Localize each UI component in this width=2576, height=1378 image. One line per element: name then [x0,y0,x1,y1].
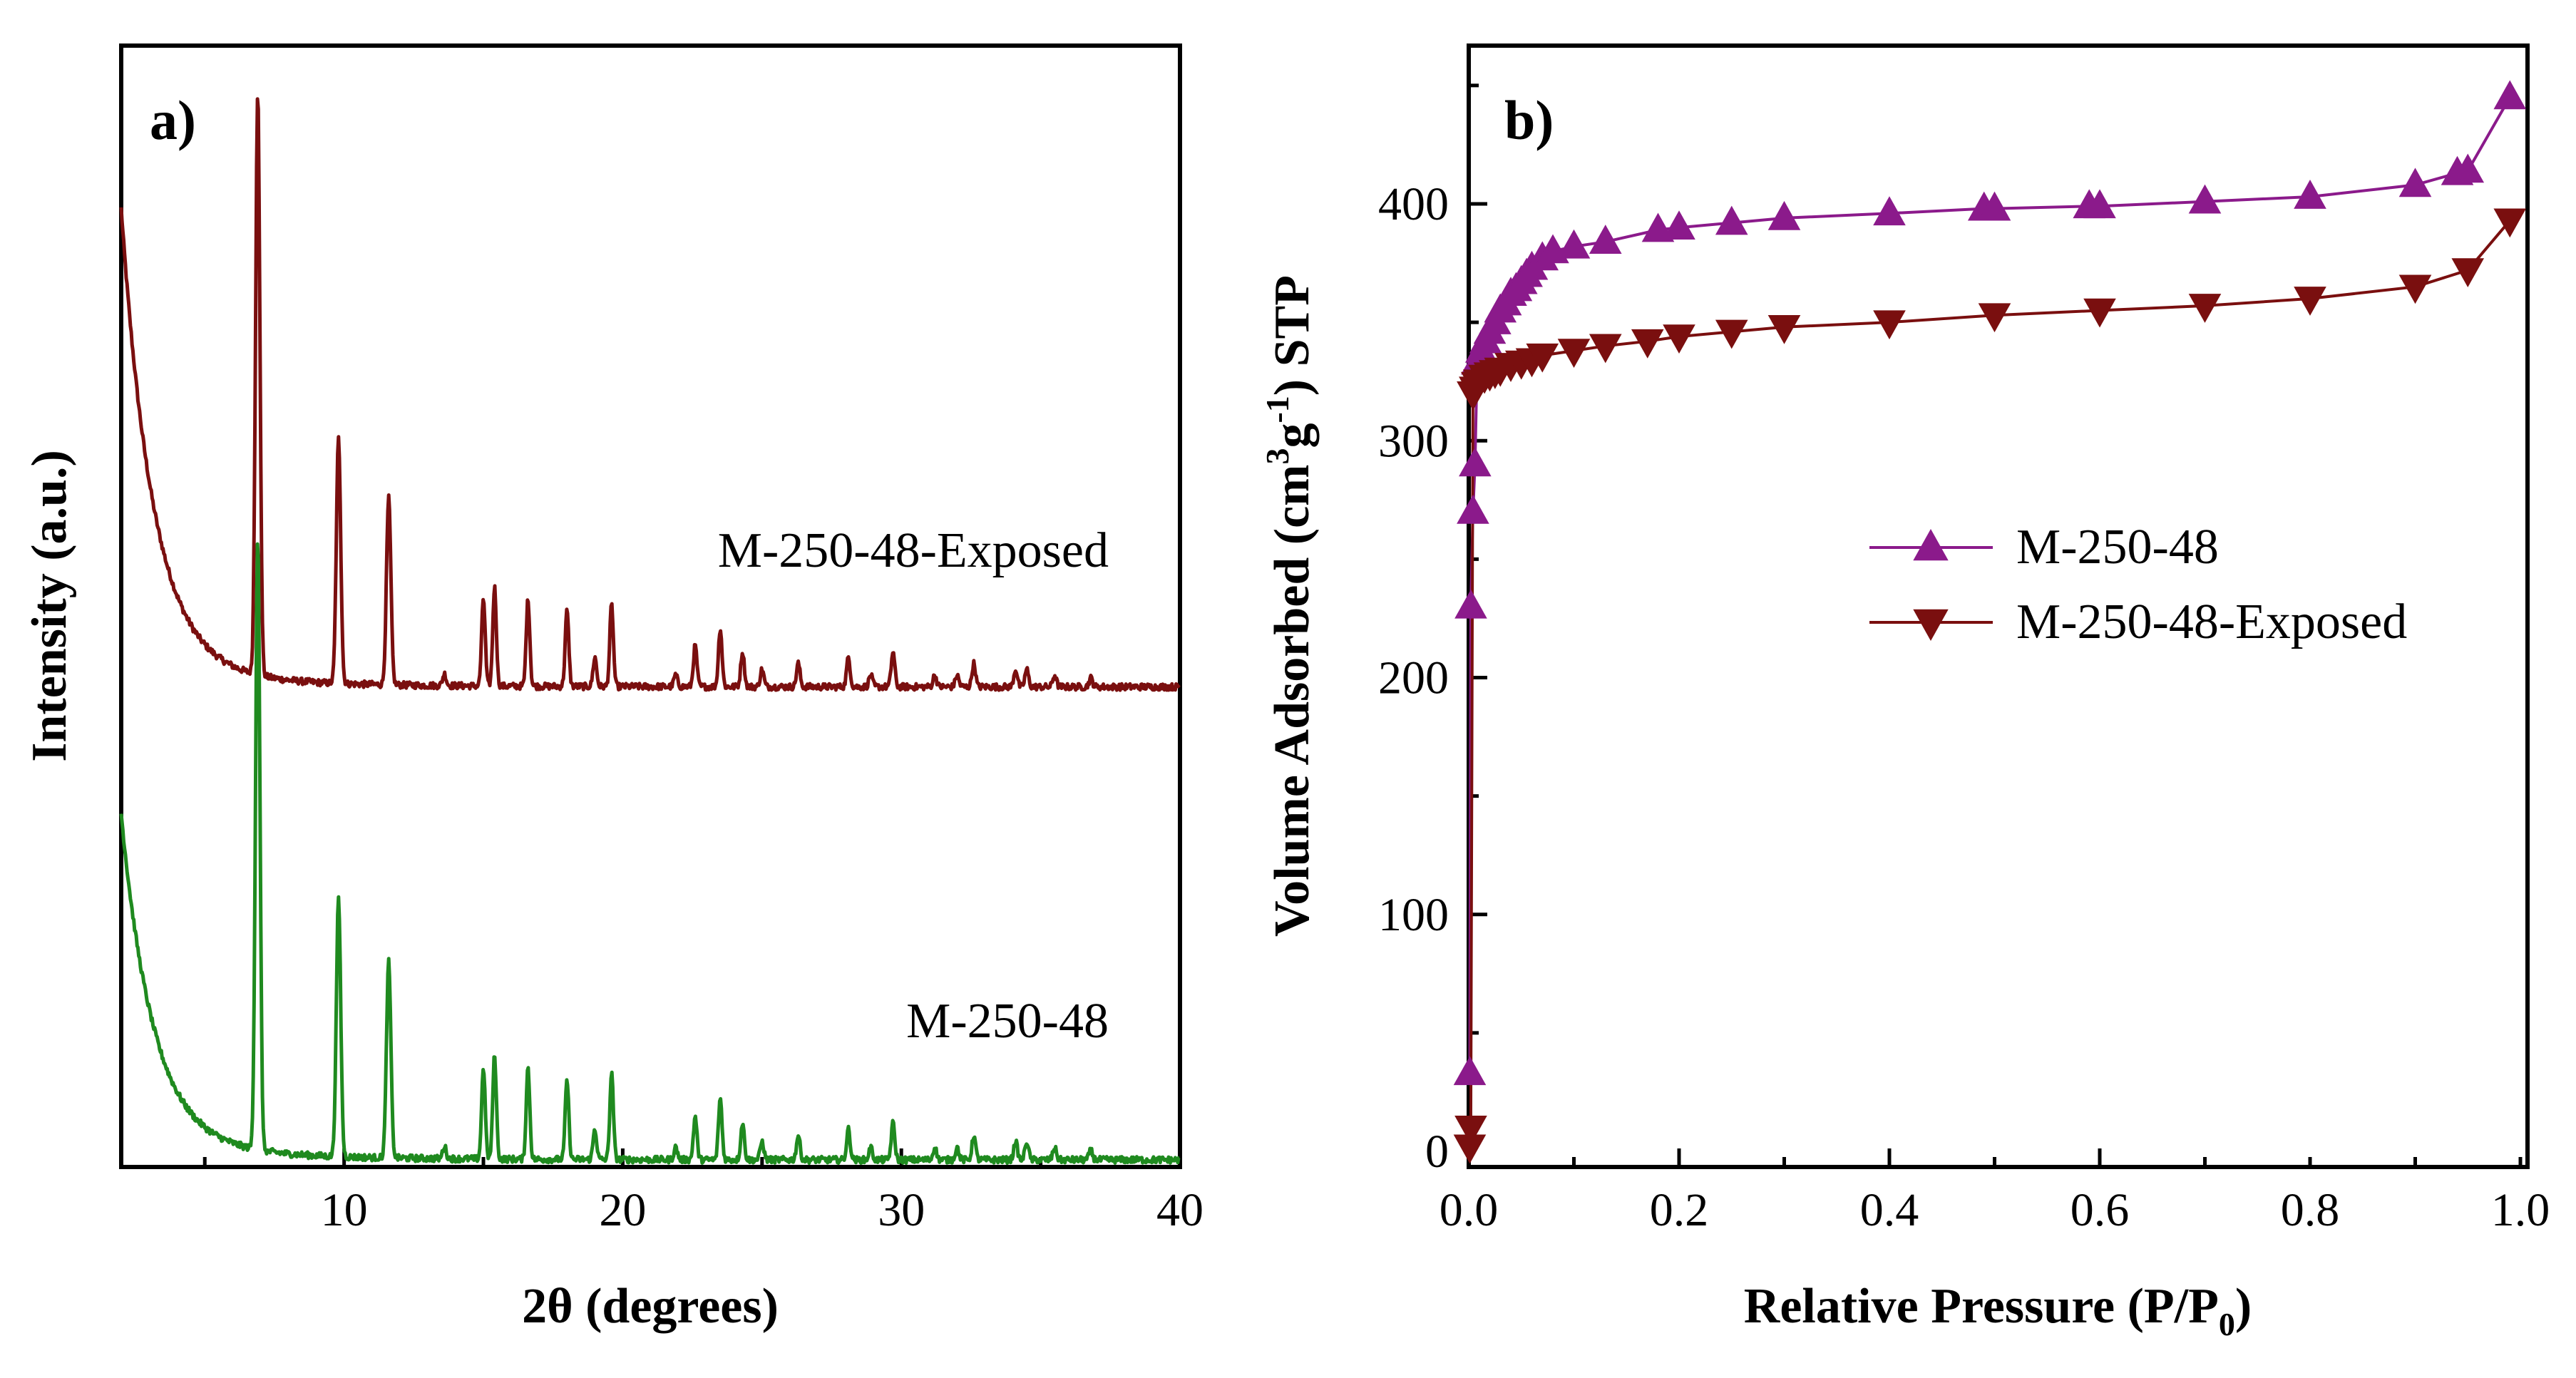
panel-b-marker-triangle-down [1767,314,1801,344]
panel-b-y-axis-title-sup2: -1 [1259,396,1295,423]
panel-b-marker-triangle-down [1663,324,1695,354]
panel-a-x-tick-label: 20 [599,1184,646,1236]
panel-b-marker-triangle-up [1589,225,1622,254]
panel-b-marker-triangle-down [1557,339,1591,368]
panel-b-y-tick-label: 300 [1378,415,1449,467]
panel-a-x-tick-label: 30 [878,1184,925,1236]
panel-b-x-tick-label: 0.4 [1860,1184,1919,1236]
panel-b-marker-triangle-up [1663,210,1695,240]
panel-b-marker-triangle-up [2451,153,2485,183]
panel-a-x-axis-title: 2θ (degrees) [522,1279,779,1334]
panel-b-marker-triangle-down [1715,319,1748,349]
panel-a-y-axis-title: Intensity (a.u.) [22,450,77,762]
panel-b-marker-triangle-down [1526,343,1559,373]
panel-a-curve-fresh [119,542,1181,1166]
panel-a-curve-label-exposed: M-250-48-Exposed [718,523,1109,578]
panel-a-curve-label-fresh: M-250-48 [906,994,1109,1049]
panel-b-x-axis-title-sub: 0 [2219,1306,2235,1342]
panel-b-marker-triangle-down [1978,303,2011,333]
panel-b-marker-triangle-down [2188,294,2222,323]
panel-b-y-ticks: 0 100 200 300 400 [1378,83,1487,1178]
panel-b-marker-triangle-up [2493,80,2527,110]
panel-a-curve-exposed [119,97,1181,692]
panel-b-line-m-250-48 [1468,96,2512,1074]
panel-b-marker-triangle-up [1453,1056,1487,1086]
panel-b-marker-triangle-down [1454,1115,1487,1145]
panel-b-markers [1453,80,2527,1164]
panel-b-marker-triangle-up [1457,494,1489,524]
panel-b-marker-triangle-down [2083,298,2116,328]
panel-b-marker-triangle-up [1557,229,1591,259]
panel-b-y-axis-title-sup1: 3 [1259,448,1295,465]
panel-a: 10 20 30 40 a) M-250-48-Exposed M-250-48 2θ… [22,43,1204,1334]
legend-marker-triangle-down [1913,609,1949,641]
panel-b-marker-triangle-up [1459,447,1492,477]
panel-b-marker-triangle-down [2294,287,2326,316]
legend-label-m-250-48-exposed: M-250-48-Exposed [2016,595,2407,649]
panel-b-marker-triangle-down [2451,258,2485,288]
panel-b-y-tick-label: 0 [1425,1126,1449,1178]
panel-b-line-m-250-48-exposed [1468,220,2511,1147]
panel-b-marker-triangle-up [2188,184,2222,214]
panel-b-y-axis-title: Volume Adsorbed (cm3g-1) STP [1259,275,1320,937]
panel-a-x-ticks: 10 20 30 40 [202,1148,1204,1236]
legend-marker-triangle-up [1913,529,1949,561]
panel-b-x-axis-title: Relative Pressure (P/P0) [1744,1279,2252,1342]
panel-b-label: b) [1504,89,1554,151]
panel-b-y-axis-title-end: ) STP [1265,275,1320,396]
panel-b-x-axis-title-main: Relative Pressure (P/P [1744,1279,2219,1334]
panel-a-x-tick-label: 10 [321,1184,368,1236]
panel-b-marker-triangle-up [2294,180,2326,209]
panel-b-x-tick-label: 0.8 [2281,1184,2340,1236]
panel-b-x-tick-label: 1.0 [2491,1184,2550,1236]
panel-b-y-axis-title-mid: g [1265,423,1320,448]
panel-b-marker-triangle-up [1715,205,1748,235]
panel-b: 0.0 0.2 0.4 0.6 0.8 1.0 0 100 200 300 400 b) M-25… [1259,43,2550,1342]
panel-b-y-axis-title-main: Volume Adsorbed (cm [1265,465,1320,937]
panel-a-x-tick-label: 40 [1156,1184,1204,1236]
panel-b-marker-triangle-up [1767,200,1801,230]
panel-b-y-tick-label: 200 [1378,652,1449,704]
panel-b-x-tick-label: 0.2 [1650,1184,1709,1236]
panel-b-marker-triangle-down [1873,310,1906,340]
panel-a-label: a) [150,89,196,151]
panel-b-y-tick-label: 400 [1378,178,1449,230]
panel-b-marker-triangle-down [1453,1134,1487,1164]
panel-b-x-axis-title-end: ) [2235,1279,2252,1334]
panel-b-marker-triangle-down [1589,334,1622,364]
panel-b-marker-triangle-down [1631,329,1664,359]
panel-b-y-tick-label: 100 [1378,889,1449,941]
panel-b-marker-triangle-up [1454,589,1487,619]
legend-label-m-250-48: M-250-48 [2016,520,2219,575]
panel-b-x-tick-label: 0.0 [1440,1184,1499,1236]
panel-b-marker-triangle-up [2083,189,2116,219]
panel-b-x-tick-label: 0.6 [2070,1184,2130,1236]
panel-b-legend: M-250-48 M-250-48-Exposed [1869,520,2407,649]
panel-a-frame [119,43,1182,1169]
panel-b-x-ticks: 0.0 0.2 0.4 0.6 0.8 1.0 [1440,1148,2550,1236]
panel-b-marker-triangle-down [2493,208,2527,238]
panel-b-marker-triangle-down [2398,274,2432,304]
panel-b-marker-triangle-up [1873,196,1906,226]
panel-b-marker-triangle-up [2398,168,2432,197]
panel-b-marker-triangle-up [1978,191,2011,221]
